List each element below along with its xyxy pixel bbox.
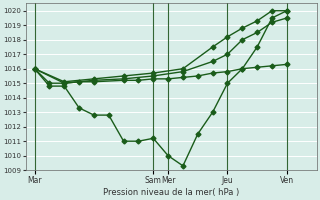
X-axis label: Pression niveau de la mer( hPa ): Pression niveau de la mer( hPa ) — [103, 188, 239, 197]
